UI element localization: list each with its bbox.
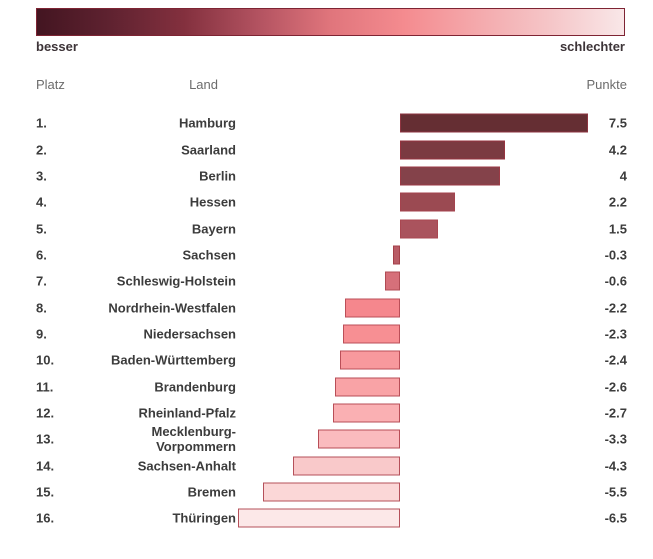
points-value: -2.2: [604, 300, 627, 316]
value-bar: [400, 192, 455, 212]
value-bar: [400, 219, 438, 239]
value-bar: [400, 113, 588, 133]
points-value: 1.5: [608, 221, 627, 237]
table-row: 14. Sachsen-Anhalt -4.3: [0, 452, 653, 478]
rank-label: 11.: [36, 379, 54, 395]
state-name: Saarland: [181, 142, 236, 158]
table-row: 11. Brandenburg -2.6: [0, 373, 653, 399]
value-bar: [400, 140, 505, 160]
state-name: Sachsen-Anhalt: [137, 458, 236, 474]
state-name: Mecklenburg-Vorpommern: [151, 424, 236, 455]
table-row: 8. Nordrhein-Westfalen -2.2: [0, 294, 653, 320]
table-row: 16. Thüringen -6.5: [0, 505, 653, 531]
state-name: Thüringen: [172, 510, 236, 526]
table-row: 3. Berlin 4: [0, 163, 653, 189]
rank-label: 12.: [36, 405, 55, 421]
value-bar: [385, 271, 400, 291]
state-name: Baden-Württemberg: [111, 352, 236, 368]
column-header-land: Land: [189, 77, 218, 92]
value-bar: [262, 482, 400, 502]
points-value: -2.6: [604, 379, 627, 395]
value-bar: [340, 350, 400, 370]
points-value: 4.2: [608, 142, 627, 158]
table-row: 4. Hessen 2.2: [0, 189, 653, 215]
table-row: 2. Saarland 4.2: [0, 136, 653, 162]
value-bar: [342, 324, 400, 344]
table-header: Platz Land Punkte: [0, 77, 653, 92]
points-value: -6.5: [604, 510, 627, 526]
state-name: Brandenburg: [154, 379, 236, 395]
value-bar: [400, 166, 500, 186]
table-row: 13. Mecklenburg-Vorpommern -3.3: [0, 424, 653, 455]
rank-label: 7.: [36, 273, 47, 289]
points-value: -2.4: [604, 352, 627, 368]
points-value: -2.7: [604, 405, 627, 421]
rank-label: 2.: [36, 142, 47, 158]
points-value: -5.5: [604, 484, 627, 500]
rank-label: 6.: [36, 247, 47, 263]
rank-label: 10.: [36, 352, 55, 368]
gradient-legend-labels: besser schlechter: [36, 40, 625, 54]
rank-label: 14.: [36, 458, 55, 474]
state-name: Bremen: [187, 484, 236, 500]
table-row: 12. Rheinland-Pfalz -2.7: [0, 400, 653, 426]
color-gradient-legend: [36, 8, 625, 36]
table-row: 10. Baden-Württemberg -2.4: [0, 347, 653, 373]
points-value: -3.3: [604, 431, 627, 447]
state-name: Hessen: [189, 194, 236, 210]
value-bar: [237, 508, 400, 528]
rank-label: 1.: [36, 115, 47, 131]
state-name: Sachsen: [182, 247, 236, 263]
table-row: 7. Schleswig-Holstein -0.6: [0, 268, 653, 294]
value-bar: [332, 403, 400, 423]
rank-label: 3.: [36, 168, 47, 184]
value-bar: [317, 429, 400, 449]
points-value: 4: [619, 168, 627, 184]
rank-label: 8.: [36, 300, 47, 316]
state-name: Hamburg: [178, 115, 236, 131]
state-name: Nordrhein-Westfalen: [108, 300, 236, 316]
points-value: -0.6: [604, 273, 627, 289]
state-name: Bayern: [191, 221, 236, 237]
legend-better-label: besser: [36, 39, 78, 54]
column-header-platz: Platz: [36, 77, 65, 92]
table-row: 1. Hamburg 7.5: [0, 110, 653, 136]
value-bar: [292, 456, 400, 476]
value-bar: [392, 245, 400, 265]
state-name: Niedersachsen: [143, 326, 237, 342]
ranking-rows: 1. Hamburg 7.5 2. Saarland 4.2 3. Berlin 4 4. Hess…: [0, 110, 653, 532]
state-name: Rheinland-Pfalz: [138, 405, 236, 421]
state-name: Berlin: [199, 168, 236, 184]
table-row: 6. Sachsen -0.3: [0, 242, 653, 268]
rank-label: 16.: [36, 510, 55, 526]
rank-label: 4.: [36, 194, 47, 210]
points-value: 7.5: [608, 115, 627, 131]
table-row: 15. Bremen -5.5: [0, 479, 653, 505]
state-name: Schleswig-Holstein: [116, 273, 236, 289]
rank-label: 5.: [36, 221, 47, 237]
points-value: -4.3: [604, 458, 627, 474]
rank-label: 13.: [36, 431, 55, 447]
rank-label: 9.: [36, 326, 47, 342]
points-value: 2.2: [608, 194, 627, 210]
column-header-punkte: Punkte: [586, 77, 627, 92]
value-bar: [345, 298, 400, 318]
table-row: 5. Bayern 1.5: [0, 215, 653, 241]
rank-label: 15.: [36, 484, 55, 500]
table-row: 9. Niedersachsen -2.3: [0, 321, 653, 347]
points-value: -2.3: [604, 326, 627, 342]
legend-worse-label: schlechter: [559, 39, 625, 54]
value-bar: [335, 377, 400, 397]
points-value: -0.3: [604, 247, 627, 263]
